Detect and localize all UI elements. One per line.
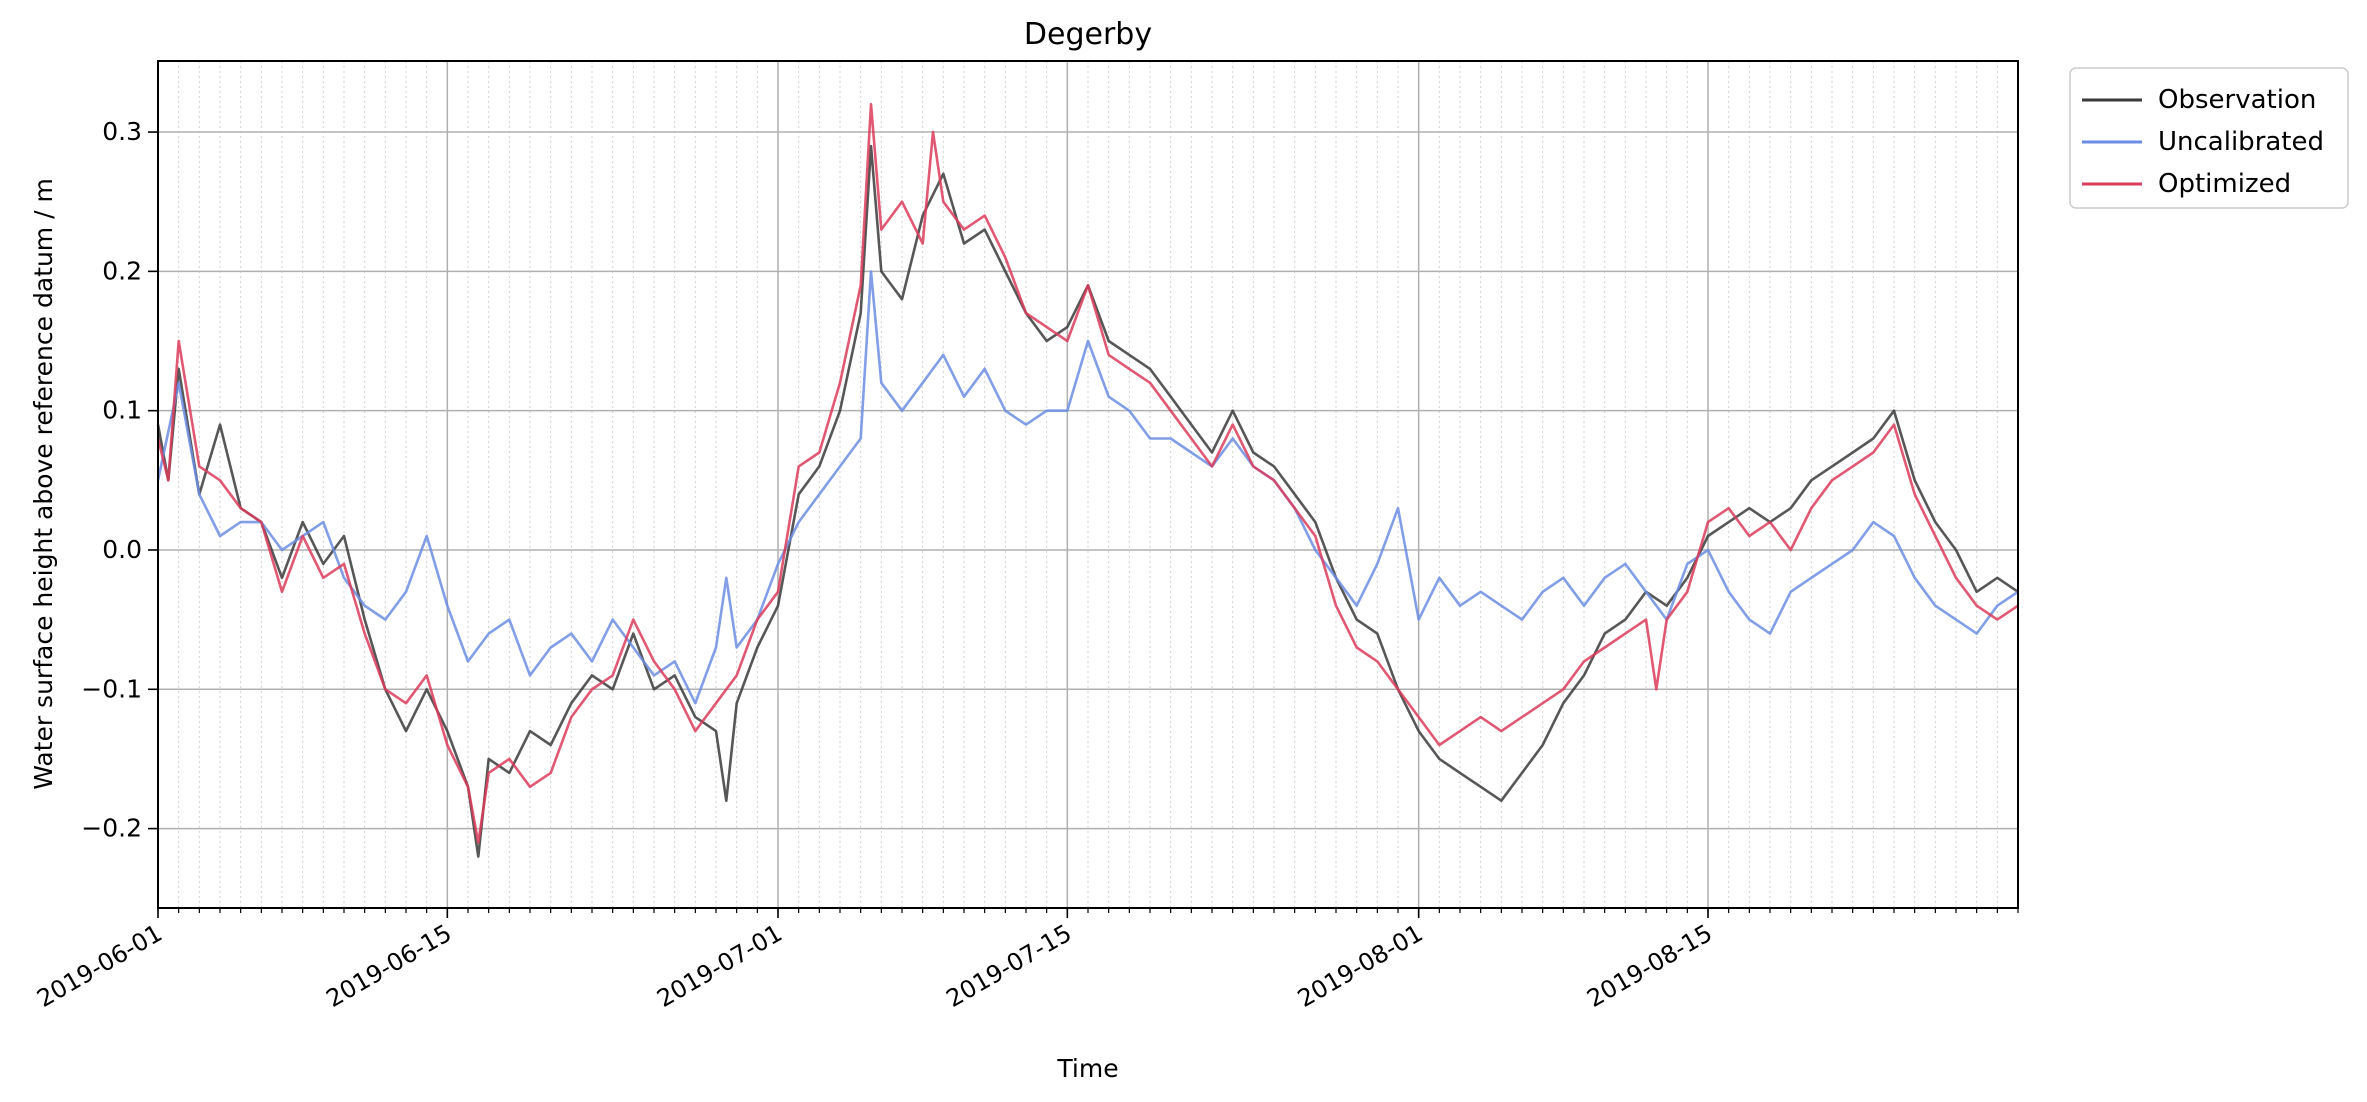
y-tick-label: −0.1 xyxy=(81,674,142,703)
y-tick-label: −0.2 xyxy=(81,814,142,843)
x-axis-label: Time xyxy=(1056,1054,1118,1083)
y-tick-label: 0.2 xyxy=(102,256,142,285)
series-line-uncalibrated xyxy=(156,270,2019,705)
series-line-observation xyxy=(156,144,2019,858)
legend-label-observation: Observation xyxy=(2158,85,2316,115)
legend: Observation Uncalibrated Optimized xyxy=(2069,67,2349,209)
legend-label-uncalibrated: Uncalibrated xyxy=(2158,127,2324,157)
legend-box xyxy=(2069,67,2349,209)
chart-title: Degerby xyxy=(1024,17,1152,52)
series-line-optimized xyxy=(156,102,2019,844)
legend-label-optimized: Optimized xyxy=(2158,169,2291,199)
y-axis-label: Water surface height above reference dat… xyxy=(29,178,58,790)
series-lines xyxy=(156,102,2019,858)
y-axis-ticks: −0.2 −0.1 0.0 0.1 0.2 0.3 xyxy=(81,117,158,843)
y-tick-label: 0.3 xyxy=(102,117,142,146)
y-tick-label: 0.1 xyxy=(102,396,142,425)
y-tick-label: 0.0 xyxy=(102,535,142,564)
